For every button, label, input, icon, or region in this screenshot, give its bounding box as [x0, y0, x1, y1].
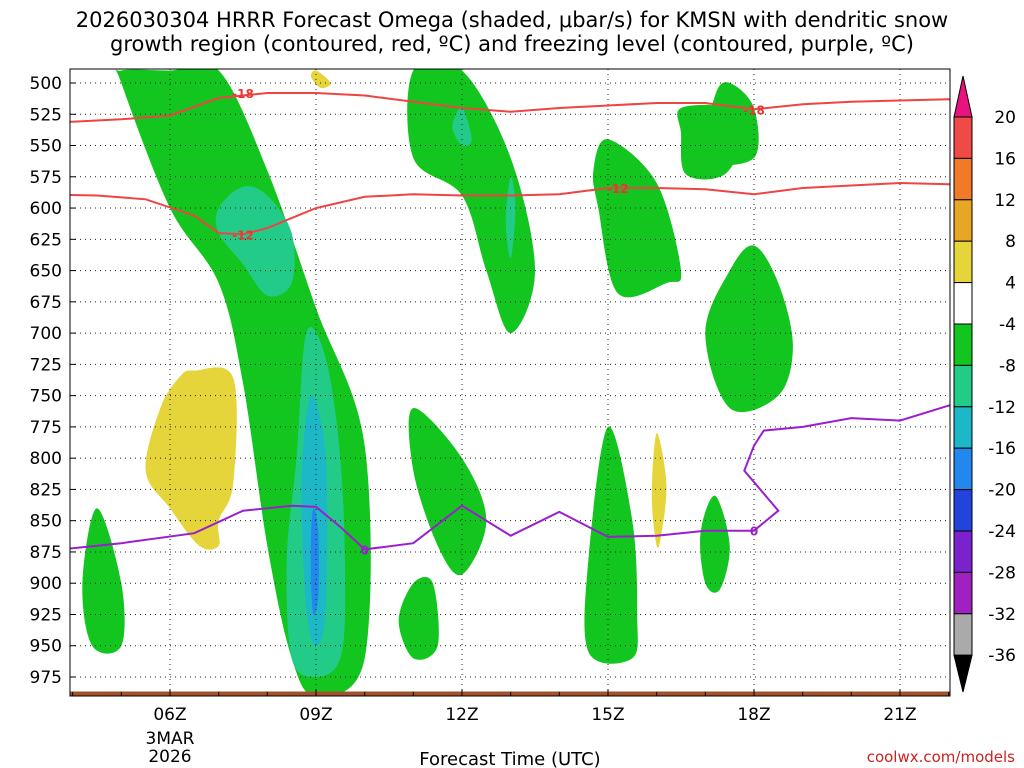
omega-area-18 [651, 433, 667, 548]
grid-layer [70, 69, 950, 696]
colorbar-label-10: -24 [988, 522, 1016, 542]
red-contour-1 [70, 181, 950, 236]
y-tick-label-850: 850 [30, 512, 62, 532]
colorbar-bin-8 [953, 406, 973, 449]
y-tick-label-525: 525 [30, 105, 62, 125]
date-sublabel-month: 3MAR [146, 729, 195, 749]
x-tick-label-18Z: 18Z [737, 705, 770, 725]
colorbar-bin-10 [953, 489, 973, 532]
y-tick-label-750: 750 [30, 387, 62, 407]
x-tick-label-09Z: 09Z [299, 705, 332, 725]
omega-area-16 [700, 495, 730, 593]
colorbar-bin-6 [953, 323, 973, 366]
y-tick-label-900: 900 [30, 574, 62, 594]
y-tick-label-675: 675 [30, 293, 62, 313]
colorbar: 20 16 12 8 4 -4 -8 -12 -16 -20 -24 -28 -32 -36 [953, 75, 1016, 693]
omega-area-14 [82, 508, 125, 654]
colorbar-top-arrow [953, 75, 973, 118]
colorbar-label-11: -28 [988, 563, 1016, 583]
x-tick-label-12Z: 12Z [445, 705, 478, 725]
colorbar-bin-13 [953, 613, 973, 656]
omega-area-15 [398, 576, 439, 660]
purple-contour-label-1: 0 [750, 525, 758, 539]
y-tick-label-700: 700 [30, 324, 62, 344]
red-contour-0 [70, 92, 950, 123]
omega-area-13 [584, 426, 638, 664]
red-contour-label-0: -18 [232, 87, 254, 101]
x-tick-label-15Z: 15Z [591, 705, 624, 725]
y-tick-label-975: 975 [30, 668, 62, 688]
omega-shading-layer [82, 69, 793, 696]
ground-surface [70, 691, 950, 696]
y-tick-label-800: 800 [30, 449, 62, 469]
colorbar-label-0: 20 [994, 108, 1016, 128]
x-tick-label-06Z: 06Z [153, 705, 186, 725]
omega-area-8 [592, 139, 682, 298]
colorbar-label-1: 16 [994, 149, 1016, 169]
omega-area-5 [407, 69, 535, 334]
colorbar-bin-4 [953, 240, 973, 284]
omega-area-1 [215, 186, 295, 297]
colorbar-bin-11 [953, 530, 973, 573]
colorbar-bottom-arrow [953, 654, 973, 693]
red-contour-label-2: -12 [232, 228, 254, 242]
colorbar-bin-2 [953, 157, 973, 201]
colorbar-label-3: 8 [1005, 232, 1016, 252]
omega-area-17 [145, 367, 237, 550]
y-tick-label-775: 775 [30, 418, 62, 438]
watermark-text: coolwx.com/models [867, 748, 1015, 766]
omega-area-12 [408, 408, 487, 576]
colorbar-label-2: 12 [994, 191, 1016, 211]
colorbar-label-5: -4 [999, 315, 1016, 335]
x-axis-label: Forecast Time (UTC) [419, 749, 600, 768]
colorbar-bin-9 [953, 447, 973, 491]
chart-title-line-1: 2026030304 HRRR Forecast Omega (shaded, … [76, 8, 948, 32]
y-tick-label-500: 500 [30, 74, 62, 94]
contour-layer: -18 -18 -12 -12 0 0 [70, 87, 950, 557]
omega-area-4 [310, 508, 319, 615]
omega-area-6 [452, 107, 472, 147]
y-tick-label-600: 600 [30, 199, 62, 219]
red-contour-label-3: -12 [607, 182, 629, 196]
colorbar-label-9: -20 [988, 481, 1016, 501]
colorbar-label-4: 4 [1005, 274, 1016, 294]
purple-contour-0 [70, 404, 950, 551]
y-tick-label-825: 825 [30, 480, 62, 500]
date-sublabel-year: 2026 [148, 747, 191, 767]
colorbar-label-6: -8 [999, 356, 1016, 376]
y-axis: 500 525 550 575 600 625 650 675 700 725 750 775 800 8… [30, 74, 76, 688]
colorbar-bin-5 [953, 282, 973, 325]
x-axis: 06Z 09Z 12Z 15Z 18Z 21Z [72, 689, 950, 725]
purple-contour-label-0: 0 [360, 543, 368, 557]
y-tick-label-950: 950 [30, 637, 62, 657]
y-tick-label-625: 625 [30, 230, 62, 250]
omega-area-11 [705, 245, 793, 413]
y-tick-label-575: 575 [30, 168, 62, 188]
colorbar-label-8: -16 [988, 439, 1016, 459]
colorbar-label-12: -32 [988, 605, 1016, 625]
plot-frame [69, 68, 951, 697]
y-tick-label-875: 875 [30, 543, 62, 563]
omega-area-7 [505, 176, 516, 259]
ground-layer [70, 691, 950, 696]
colorbar-label-13: -36 [988, 646, 1016, 666]
colorbar-bin-3 [953, 199, 973, 242]
x-tick-label-21Z: 21Z [883, 705, 916, 725]
colorbar-bin-1 [953, 116, 973, 159]
y-tick-label-550: 550 [30, 137, 62, 157]
colorbar-bin-12 [953, 571, 973, 615]
chart-title-line-2: growth region (contoured, red, ºC) and f… [110, 32, 914, 56]
colorbar-bin-7 [953, 364, 973, 408]
red-contour-label-1: -18 [743, 103, 765, 117]
omega-area-10 [703, 82, 759, 166]
colorbar-label-7: -12 [988, 398, 1016, 418]
y-tick-label-925: 925 [30, 605, 62, 625]
y-tick-label-650: 650 [30, 262, 62, 282]
y-tick-label-725: 725 [30, 355, 62, 375]
